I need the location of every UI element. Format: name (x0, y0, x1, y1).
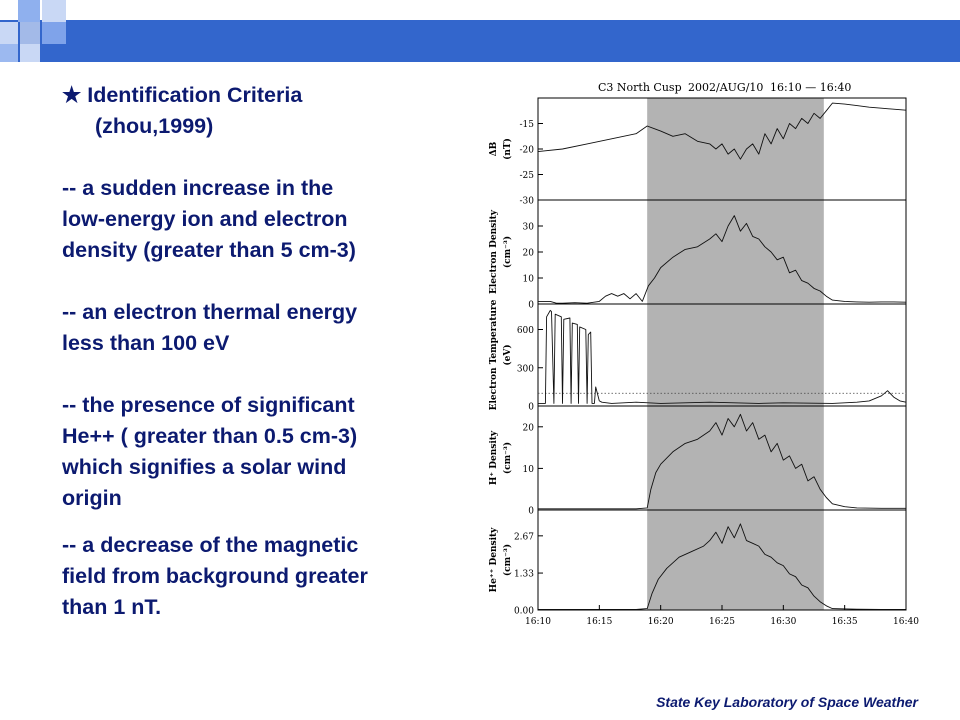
y-tick-label: 0 (528, 507, 534, 517)
criterion-line: less than 100 eV (62, 331, 230, 355)
logo-square (18, 0, 40, 22)
criterion-line: origin (62, 486, 122, 510)
criterion-4: -- a decrease of the magnetic field from… (62, 530, 452, 623)
footer-text: State Key Laboratory of Space Weather (656, 694, 918, 710)
logo-square (42, 0, 66, 22)
cusp-chart: C3 North Cusp 2002/AUG/10 16:10 — 16:40 … (489, 81, 919, 627)
y-tick-label: -20 (520, 146, 535, 156)
y-tick-label: 30 (523, 223, 535, 233)
y-tick-label: 0.00 (514, 607, 534, 617)
y-tick-label: 600 (517, 326, 534, 336)
slide-title: ★ Identification Criteria (62, 83, 303, 107)
criterion-1: -- a sudden increase in the low-energy i… (62, 173, 452, 266)
criterion-line: He++ ( greater than 0.5 cm-3) (62, 424, 358, 448)
shaded-interval (647, 98, 824, 610)
criterion-line: which signifies a solar wind (62, 455, 347, 479)
criterion-line: -- a sudden increase in the (62, 176, 334, 200)
y-axis-label: He⁺⁺ Density (489, 527, 499, 593)
y-tick-label: 20 (523, 423, 535, 433)
chart-time-range: 16:10 — 16:40 (770, 81, 851, 94)
x-tick-label: 16:15 (586, 617, 612, 627)
logo-square (20, 44, 40, 62)
series-line (537, 102, 907, 160)
logo-square (42, 22, 66, 44)
x-tick-label: 16:40 (893, 617, 919, 627)
y-tick-label: 1.33 (514, 570, 534, 580)
logo-square (0, 44, 18, 62)
y-axis-label: ΔB (489, 141, 499, 156)
y-tick-label: 2.67 (514, 532, 534, 542)
logo-square (0, 22, 18, 44)
criterion-line: low-energy ion and electron (62, 207, 348, 231)
series-line (538, 215, 907, 304)
y-axis-label: Electron Temperature (489, 299, 499, 410)
criterion-line: -- the presence of significant (62, 393, 355, 417)
criteria-text: ★ Identification Criteria (zhou,1999) --… (62, 80, 452, 623)
series-line (538, 413, 906, 510)
logo-square (20, 22, 40, 44)
header-bar (0, 20, 960, 62)
x-tick-label: 16:25 (709, 617, 735, 627)
chart-title: C3 North Cusp (598, 81, 682, 94)
x-tick-label: 16:10 (525, 617, 551, 627)
series-line (538, 309, 907, 404)
criterion-line: density (greater than 5 cm-3) (62, 238, 356, 262)
citation: (zhou,1999) (95, 114, 214, 138)
y-tick-label: 0 (528, 301, 534, 311)
criterion-3: -- the presence of significant He++ ( gr… (62, 390, 452, 514)
y-tick-label: -15 (520, 120, 535, 130)
chart-date: 2002/AUG/10 (688, 81, 763, 94)
criterion-line: field from background greater (62, 564, 368, 588)
y-axis-unit: (eV) (502, 344, 513, 365)
y-axis-unit: (cm⁻³) (502, 544, 513, 576)
y-axis-label: H⁺ Density (489, 430, 499, 485)
x-tick-label: 16:35 (832, 617, 858, 627)
y-tick-label: 10 (523, 465, 535, 475)
criterion-line: than 1 nT. (62, 595, 162, 619)
y-axis-label: Electron Density (489, 209, 499, 294)
y-tick-label: 10 (523, 275, 535, 285)
y-tick-label: 300 (517, 364, 534, 374)
x-tick-label: 16:30 (770, 617, 796, 627)
criterion-line: -- a decrease of the magnetic (62, 533, 359, 557)
y-tick-label: -30 (520, 197, 535, 207)
y-axis-unit: (cm⁻³) (502, 236, 513, 268)
criterion-line: -- an electron thermal energy (62, 300, 358, 324)
x-tick-label: 16:20 (648, 617, 674, 627)
y-axis-unit: (cm⁻³) (502, 442, 513, 474)
criterion-2: -- an electron thermal energy less than … (62, 297, 452, 359)
y-tick-label: -25 (520, 171, 535, 181)
y-tick-label: 0 (528, 403, 534, 413)
y-tick-label: 20 (523, 249, 535, 259)
y-axis-unit: (nT) (502, 138, 513, 160)
series-line (538, 523, 906, 610)
